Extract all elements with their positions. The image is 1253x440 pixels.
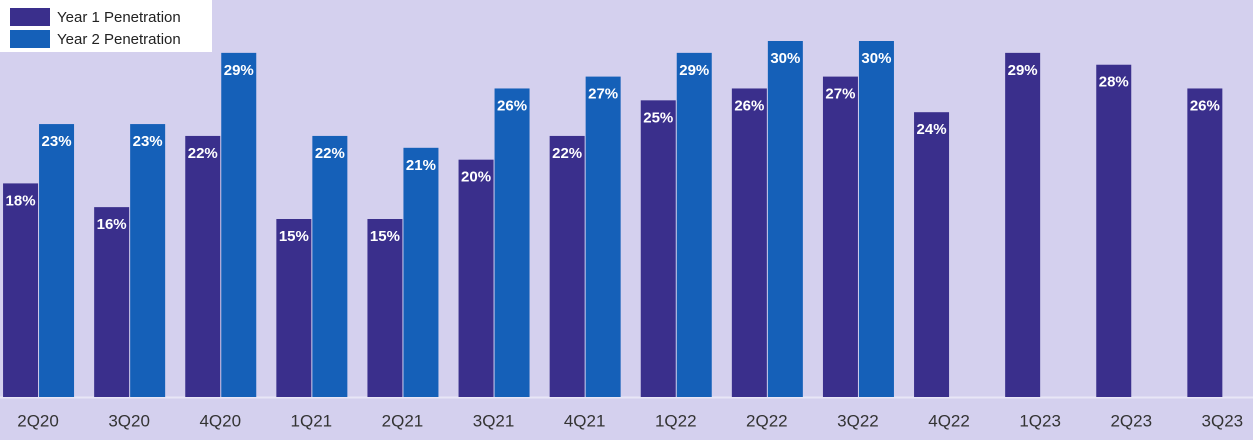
x-tick-label: 4Q22 (928, 411, 970, 430)
bar (185, 135, 221, 397)
legend-label: Year 1 Penetration (57, 9, 181, 26)
bar (1096, 64, 1132, 397)
x-tick-label: 3Q20 (108, 411, 150, 430)
x-tick-label: 2Q20 (17, 411, 59, 430)
bar (221, 52, 257, 397)
bar (130, 124, 166, 398)
x-tick-label: 3Q22 (837, 411, 879, 430)
x-tick-label: 2Q23 (1110, 411, 1152, 430)
bar (731, 88, 767, 397)
bar (94, 207, 130, 397)
legend-swatch (10, 30, 50, 48)
value-label: 30% (861, 50, 891, 67)
value-label: 29% (224, 62, 254, 79)
bar (1187, 88, 1223, 397)
bar (585, 76, 621, 397)
bar (914, 112, 950, 397)
x-tick-label: 2Q21 (382, 411, 424, 430)
x-tick-label: 1Q21 (291, 411, 333, 430)
bar (676, 52, 712, 397)
value-label: 25% (643, 109, 673, 126)
bar (367, 219, 403, 397)
bar (403, 147, 439, 397)
x-tick-label: 2Q22 (746, 411, 788, 430)
value-label: 27% (825, 86, 855, 103)
x-tick-label: 4Q21 (564, 411, 606, 430)
x-tick-label: 3Q21 (473, 411, 515, 430)
bar (276, 219, 312, 397)
bar (1005, 52, 1041, 397)
value-label: 24% (917, 121, 947, 138)
bar (3, 183, 39, 397)
bar (39, 124, 75, 398)
bar (640, 100, 676, 397)
bar (549, 135, 585, 397)
value-label: 22% (552, 145, 582, 162)
value-label: 26% (1190, 97, 1220, 114)
value-label: 15% (370, 228, 400, 245)
bar (312, 135, 348, 397)
bar (822, 76, 858, 397)
value-label: 23% (133, 133, 163, 150)
bar (458, 159, 494, 397)
value-label: 29% (679, 62, 709, 79)
bar (767, 41, 803, 397)
bar (858, 41, 894, 397)
legend-swatch (10, 8, 50, 26)
value-label: 21% (406, 157, 436, 174)
x-tick-label: 1Q23 (1019, 411, 1061, 430)
value-label: 27% (588, 86, 618, 103)
bar (494, 88, 530, 397)
value-label: 23% (42, 133, 72, 150)
value-label: 28% (1099, 74, 1129, 91)
value-label: 15% (279, 228, 309, 245)
value-label: 16% (97, 216, 127, 233)
value-label: 29% (1008, 62, 1038, 79)
value-label: 30% (770, 50, 800, 67)
value-label: 22% (315, 145, 345, 162)
value-label: 18% (6, 192, 36, 209)
value-label: 26% (497, 97, 527, 114)
value-label: 20% (461, 169, 491, 186)
x-tick-label: 1Q22 (655, 411, 697, 430)
legend-label: Year 2 Penetration (57, 31, 181, 48)
value-label: 26% (734, 97, 764, 114)
x-tick-label: 3Q23 (1202, 411, 1244, 430)
x-tick-label: 4Q20 (199, 411, 241, 430)
value-label: 22% (188, 145, 218, 162)
